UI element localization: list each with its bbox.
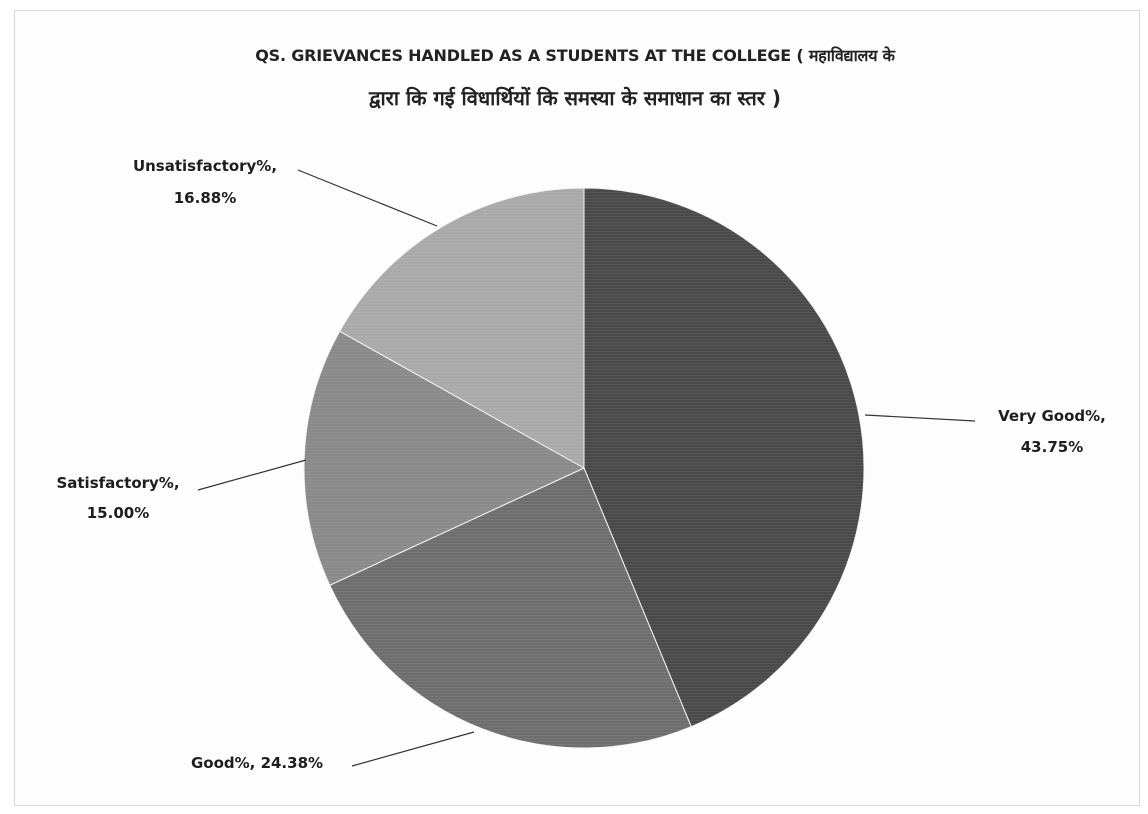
slice-label-good-name: Good%, 24.38% bbox=[191, 754, 323, 772]
chart-title-line-1: QS. GRIEVANCES HANDLED AS A STUDENTS AT … bbox=[255, 46, 895, 65]
slice-label-very-good-value: 43.75% bbox=[1021, 438, 1083, 456]
leader-line-satisfactory bbox=[197, 459, 307, 491]
slice-label-unsatisfactory-name: Unsatisfactory%, bbox=[133, 157, 277, 175]
chart-title-line-2: द्वारा कि गई विधार्थियों कि समस्या के सम… bbox=[368, 86, 782, 110]
slice-label-very-good-name: Very Good%, bbox=[998, 407, 1106, 425]
leader-lines bbox=[197, 169, 976, 767]
leader-line-unsatisfactory bbox=[297, 169, 438, 227]
slice-label-satisfactory-value: 15.00% bbox=[87, 504, 149, 522]
leader-line-very-good bbox=[864, 414, 976, 422]
slice-label-unsatisfactory-value: 16.88% bbox=[174, 189, 236, 207]
slice-label-satisfactory-name: Satisfactory%, bbox=[56, 474, 179, 492]
pie-slices bbox=[303, 187, 865, 749]
slice-labels: Very Good%, 43.75% Good%, 24.38% Satisfacto… bbox=[56, 157, 1105, 772]
leader-line-good bbox=[351, 731, 475, 767]
